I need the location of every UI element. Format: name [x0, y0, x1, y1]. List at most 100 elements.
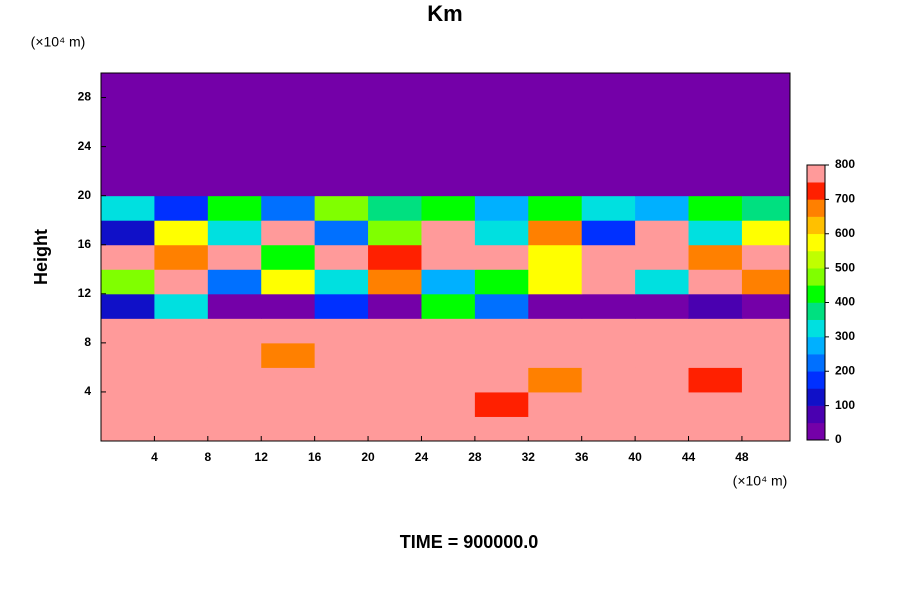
cell — [368, 195, 422, 221]
cell — [314, 122, 369, 148]
cell — [261, 269, 316, 295]
cell — [368, 416, 422, 441]
cell — [688, 367, 743, 393]
cell — [207, 342, 262, 368]
cell — [528, 293, 583, 319]
cell — [635, 122, 690, 148]
cell — [368, 146, 422, 172]
y-tick-label: 4 — [84, 384, 91, 398]
cell — [688, 171, 743, 197]
cell — [581, 269, 636, 295]
cell — [101, 97, 155, 123]
cell — [261, 122, 316, 148]
cell — [741, 73, 790, 99]
colorbar-swatch — [807, 165, 825, 183]
cell — [314, 195, 369, 221]
y-tick-label: 28 — [78, 90, 92, 104]
y-unit: (×10⁴ m) — [31, 34, 86, 50]
colorbar-swatch — [807, 268, 825, 286]
cell — [101, 171, 155, 197]
cell — [261, 367, 316, 393]
cell — [635, 416, 690, 441]
cell — [528, 342, 583, 368]
cell — [154, 293, 209, 319]
x-tick-label: 36 — [575, 450, 589, 464]
cell — [261, 220, 316, 246]
cell — [261, 342, 316, 368]
cell — [741, 146, 790, 172]
cell — [207, 318, 262, 344]
colorbar-swatch — [807, 285, 825, 303]
cell — [741, 416, 790, 441]
cell — [741, 122, 790, 148]
cell — [314, 73, 369, 99]
cell — [688, 73, 743, 99]
cell — [368, 367, 422, 393]
cell — [101, 391, 155, 417]
cell — [741, 367, 790, 393]
cell — [688, 146, 743, 172]
cell — [581, 244, 636, 270]
cell — [688, 391, 743, 417]
cell — [474, 97, 529, 123]
cell — [688, 342, 743, 368]
cell — [528, 269, 583, 295]
cell — [635, 318, 690, 344]
cell — [581, 416, 636, 441]
x-tick-label: 4 — [151, 450, 158, 464]
cell — [528, 391, 583, 417]
y-tick-label: 24 — [78, 139, 92, 153]
cell — [688, 318, 743, 344]
cell — [421, 122, 476, 148]
cell — [635, 391, 690, 417]
cell — [741, 391, 790, 417]
chart-title: Km — [427, 1, 462, 26]
cell — [474, 122, 529, 148]
cell — [528, 146, 583, 172]
cell — [154, 146, 209, 172]
colorbar-swatch — [807, 250, 825, 269]
cell — [741, 293, 790, 319]
cell — [261, 293, 316, 319]
cell — [688, 244, 743, 270]
cell — [314, 269, 369, 295]
cell — [421, 171, 476, 197]
cell — [421, 73, 476, 99]
colorbar-tick-label: 500 — [835, 260, 855, 274]
colorbar-swatch — [807, 336, 825, 355]
cell — [688, 97, 743, 123]
cell — [368, 97, 422, 123]
cell — [421, 220, 476, 246]
cell — [581, 122, 636, 148]
cell — [635, 73, 690, 99]
cell — [581, 367, 636, 393]
colorbar-swatch — [807, 199, 825, 217]
y-tick-label: 16 — [78, 237, 92, 251]
y-tick-label: 20 — [78, 188, 92, 202]
cell — [421, 269, 476, 295]
cell — [474, 269, 529, 295]
cell — [474, 220, 529, 246]
cell — [314, 293, 369, 319]
colorbar-swatch — [807, 405, 825, 424]
colorbar-tick-label: 100 — [835, 398, 855, 412]
cell — [581, 293, 636, 319]
cell — [741, 195, 790, 221]
cell — [368, 342, 422, 368]
cell — [314, 171, 369, 197]
colorbar-swatch — [807, 371, 825, 389]
cell — [421, 416, 476, 441]
cell — [314, 244, 369, 270]
cell — [314, 367, 369, 393]
cell — [154, 122, 209, 148]
cell — [154, 269, 209, 295]
x-tick-label: 20 — [361, 450, 375, 464]
cell — [154, 195, 209, 221]
cell — [581, 220, 636, 246]
colorbar-swatch — [807, 422, 825, 441]
colorbar-tick-label: 300 — [835, 329, 855, 343]
x-tick-label: 40 — [628, 450, 642, 464]
cell — [528, 416, 583, 441]
x-tick-label: 44 — [682, 450, 696, 464]
